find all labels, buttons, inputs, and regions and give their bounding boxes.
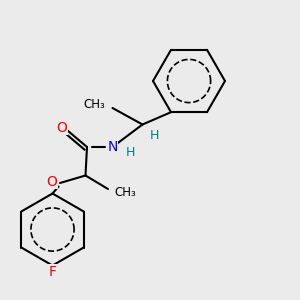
Text: H: H bbox=[126, 146, 135, 160]
Text: CH₃: CH₃ bbox=[83, 98, 105, 112]
Text: CH₃: CH₃ bbox=[114, 185, 136, 199]
Text: O: O bbox=[56, 121, 67, 134]
Text: N: N bbox=[107, 140, 118, 154]
Text: O: O bbox=[46, 175, 57, 188]
Text: H: H bbox=[150, 128, 159, 142]
Text: F: F bbox=[49, 265, 56, 278]
